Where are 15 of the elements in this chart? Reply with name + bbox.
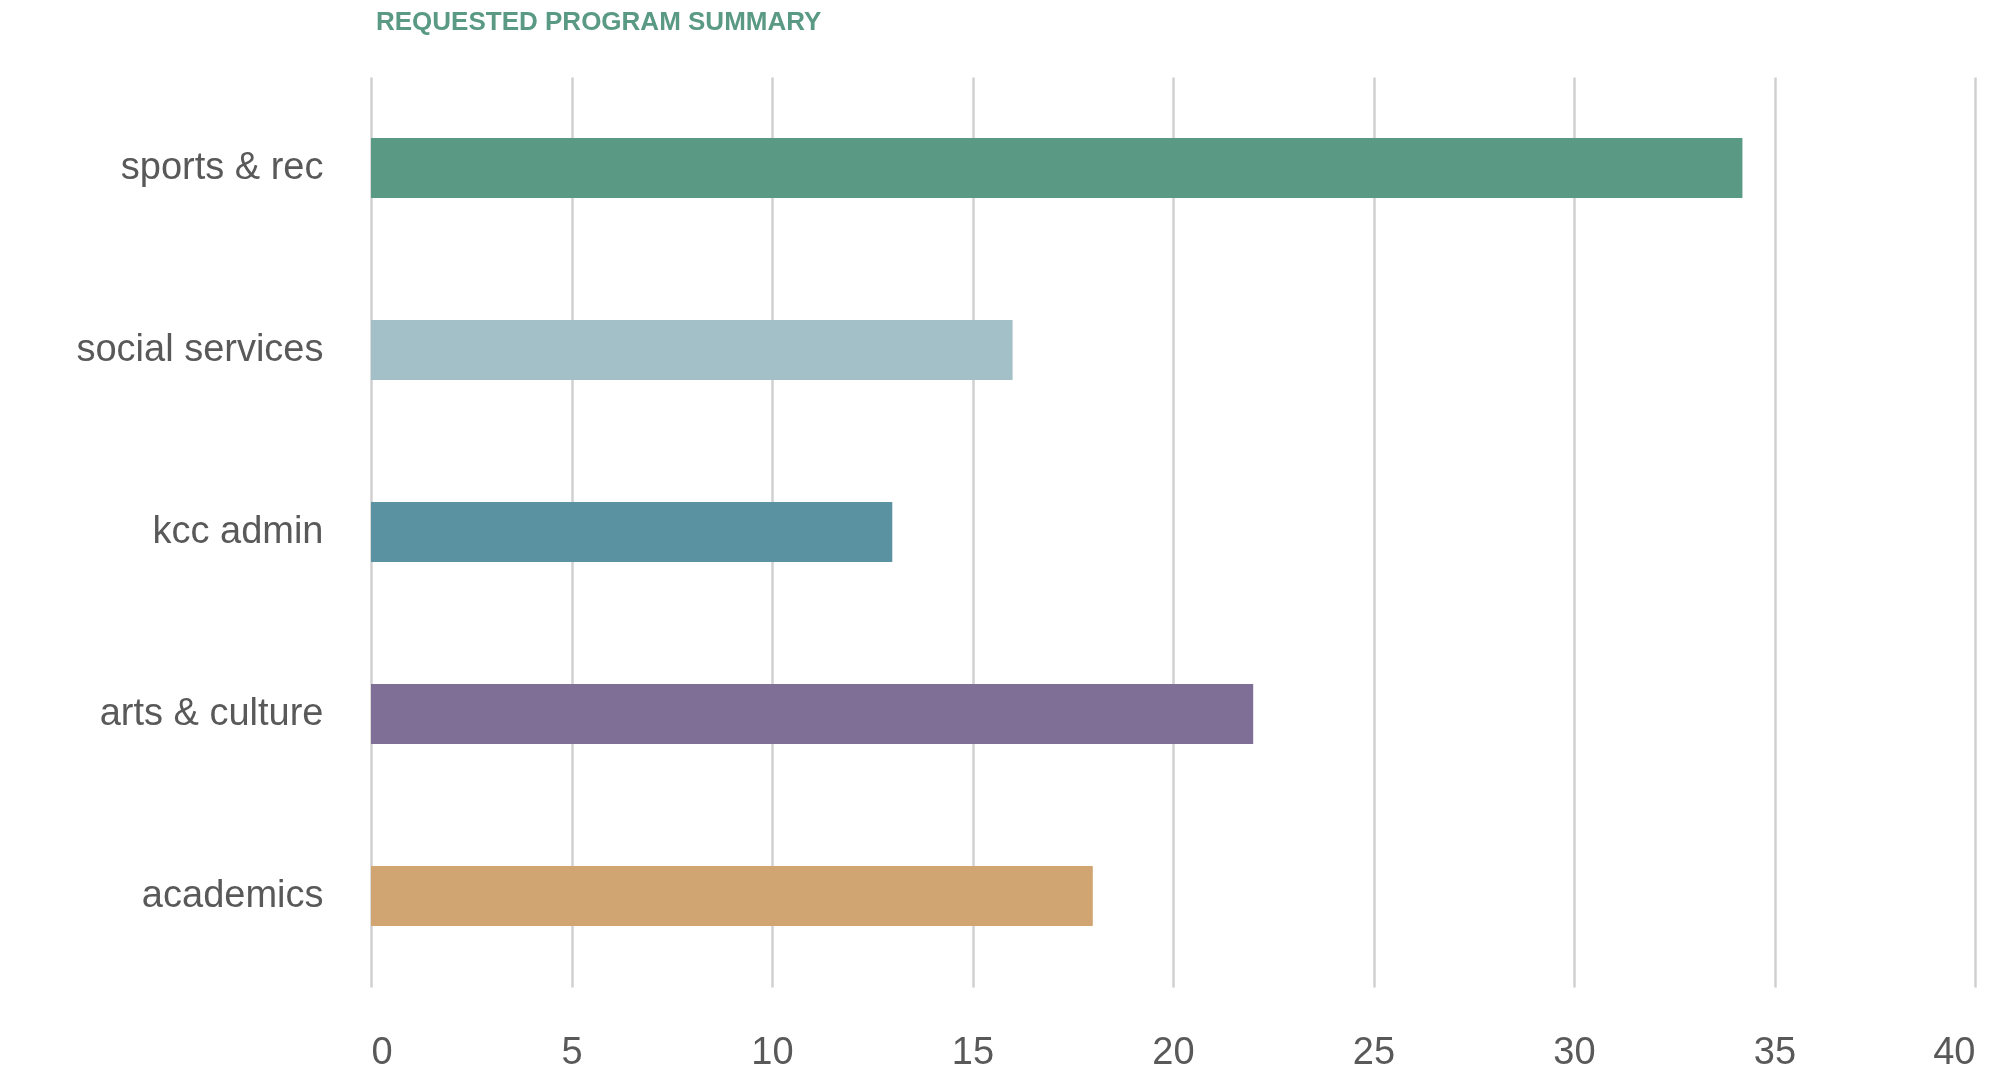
y-tick-label: kcc admin [152,509,324,551]
x-tick-label: 15 [951,1029,995,1072]
x-tick-label: 35 [1753,1029,1797,1072]
x-tick-label: 30 [1553,1029,1596,1072]
y-tick-label: arts & culture [99,691,324,733]
x-tick-label: 5 [561,1029,583,1072]
x-tick-label: 40 [1933,1029,1976,1072]
x-tick-label: 20 [1152,1029,1195,1072]
y-tick-label: sports & rec [120,145,324,187]
x-tick-label: 0 [371,1029,393,1072]
x-tick-label: 25 [1352,1029,1396,1072]
y-tick-label: academics [141,873,324,915]
chart-title: REQUESTED PROGRAM SUMMARY [376,6,822,36]
y-tick-label: social services [76,327,324,369]
x-tick-label: 10 [751,1029,794,1072]
